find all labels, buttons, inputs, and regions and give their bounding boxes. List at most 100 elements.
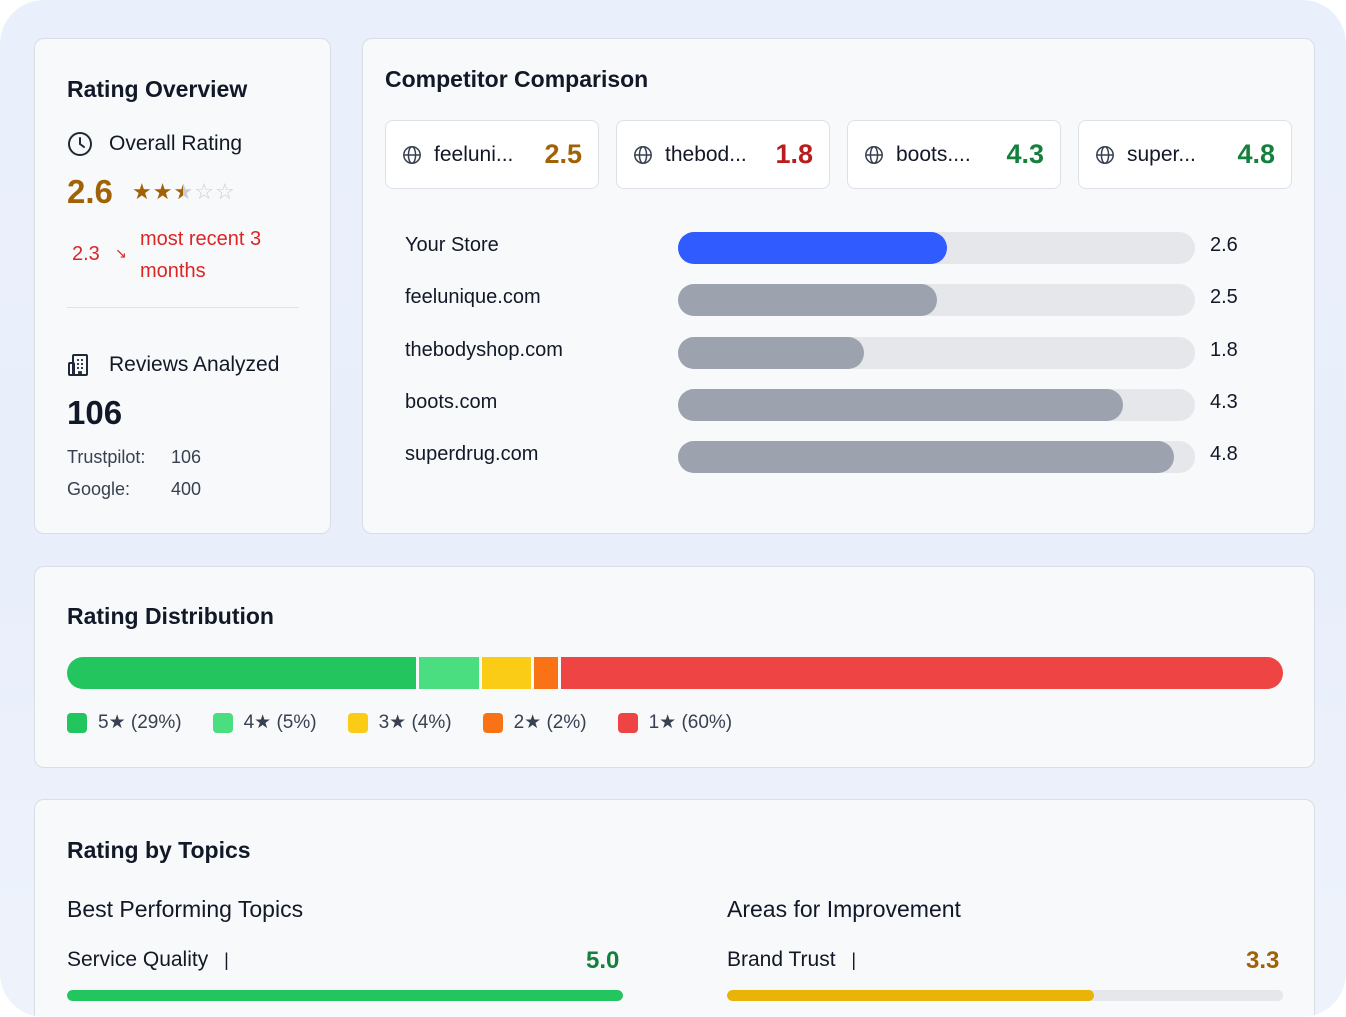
competitor-name: thebodyshop.com [405,338,563,361]
topic-name: Service Quality | [67,948,229,972]
legend-label: 5★ (29%) [98,712,182,733]
rating-by-topics-card: Rating by Topics Best Performing Topics … [34,799,1315,1017]
competitor-rating-value: 4.8 [1210,443,1238,466]
source-name: Trustpilot: [67,447,146,467]
competitor-chip-score: 1.8 [775,139,813,169]
rating-bar-track [678,284,1195,317]
building-icon [68,354,88,376]
topic-bar-track [727,990,1283,1001]
legend-label: 3★ (4%) [378,712,452,733]
recent-period-line2: months [140,260,206,282]
legend-item: 3★ (4%) [347,711,452,734]
topic-bar-fill [727,990,1094,1001]
rating-by-topics-title: Rating by Topics [67,837,251,863]
distribution-segment [533,657,558,689]
competitor-row: thebodyshop.com 1.8 [405,336,1285,369]
overall-rating-label: Overall Rating [109,132,243,155]
legend-swatch [617,712,638,733]
distribution-segment [67,657,417,689]
rating-bar-track [678,232,1195,264]
competitor-chip[interactable]: super... 4.8 [1078,120,1292,189]
competitor-chip[interactable]: feeluni... 2.5 [385,120,599,189]
competitor-name: superdrug.com [405,443,539,466]
rating-bar-track [678,388,1195,421]
competitor-chip[interactable]: boots.... 4.3 [847,120,1061,189]
competitor-chip-score: 2.5 [544,139,582,169]
topic-score: 5.0 [586,947,620,974]
topic-cursor-marker: | [851,950,857,970]
topic-cursor-marker: | [224,950,229,970]
legend-swatch [347,712,368,733]
source-row-trustpilot: Trustpilot: 106 [67,447,201,468]
distribution-segment [419,657,480,689]
globe-icon [403,145,421,164]
clock-icon [68,132,92,156]
competitor-chip-name: boots.... [896,142,971,166]
reviews-analyzed-label: Reviews Analyzed [109,353,280,376]
competitor-chip-name: feeluni... [434,142,514,166]
trend-down-icon: ↘ [115,245,127,261]
competitor-chip[interactable]: thebod... 1.8 [616,120,830,189]
rating-bar-fill [678,284,937,317]
competitor-chip-score: 4.3 [1006,139,1044,169]
legend-label: 2★ (2%) [513,712,587,733]
reviews-analyzed-header: Reviews Analyzed [67,352,279,378]
topic-label: Service Quality [67,948,209,971]
competitor-comparison-title: Competitor Comparison [385,66,649,92]
rating-bar-fill [678,388,1123,421]
competitor-name: Your Store [405,234,499,256]
competitor-name: boots.com [405,390,498,413]
source-name: Google: [67,479,131,499]
distribution-legend: 5★ (29%) 4★ (5%) 3★ (4%) 2★ (2%) 1★ (60%) [67,711,763,734]
competitor-rating-value: 4.3 [1210,390,1238,413]
legend-item: 2★ (2%) [482,711,587,734]
recent-period-line1: most recent 3 [140,228,262,250]
rating-distribution-title: Rating Distribution [67,603,274,629]
distribution-segment [560,657,1283,689]
competitor-row: feelunique.com 2.5 [405,284,1285,317]
globe-icon [1096,145,1114,164]
legend-swatch [67,712,87,733]
source-count: 106 [171,447,202,467]
areas-improvement-title: Areas for Improvement [727,896,961,922]
legend-label: 1★ (60%) [648,712,733,733]
rating-stars: ★ ★ ★ ☆ ☆ [132,181,235,203]
topic-bar-fill [67,990,623,1001]
competitor-row: boots.com 4.3 [405,388,1285,421]
topic-label: Brand Trust [727,948,836,971]
star-half-icon: ★ [173,179,194,204]
overall-rating-value: 2.6 [67,173,113,210]
legend-swatch [212,712,233,733]
competitor-rating-value: 1.8 [1210,338,1238,361]
source-row-google: Google: 400 [67,479,201,500]
rating-bar-fill [678,232,947,264]
competitor-row: Your Store 2.6 [405,232,1285,264]
legend-item: 1★ (60%) [617,711,733,734]
overview-divider [67,307,299,308]
topic-name: Brand Trust | [727,948,856,972]
star-empty-icon: ☆ [214,179,235,204]
rating-overview-card: Rating Overview Overall Rating 2.6 ★ ★ ★… [34,38,331,534]
competitor-chip-score: 4.8 [1237,139,1275,169]
competitor-row: superdrug.com 4.8 [405,441,1285,474]
competitor-chip-name: thebod... [665,142,747,166]
topic-score: 3.3 [1246,947,1280,974]
competitor-rating-value: 2.5 [1210,286,1238,309]
distribution-bar [67,657,1283,689]
competitor-name: feelunique.com [405,286,541,309]
star-icon: ★ [152,179,173,204]
competitor-comparison-card: Competitor Comparison feeluni... 2.5 thebo… [362,38,1315,534]
globe-icon [865,145,883,164]
rating-bar-track [678,336,1195,369]
reviews-count: 106 [67,394,123,431]
best-performing-title: Best Performing Topics [67,896,304,922]
distribution-segment [482,657,531,689]
recent-rating-value: 2.3 [72,243,100,265]
competitor-chip-name: super... [1127,142,1196,166]
globe-icon [634,145,652,164]
competitor-rating-value: 2.6 [1210,234,1238,256]
overall-rating-header: Overall Rating [67,131,242,157]
topic-bar-track [67,990,623,1001]
legend-item: 5★ (29%) [67,711,182,734]
